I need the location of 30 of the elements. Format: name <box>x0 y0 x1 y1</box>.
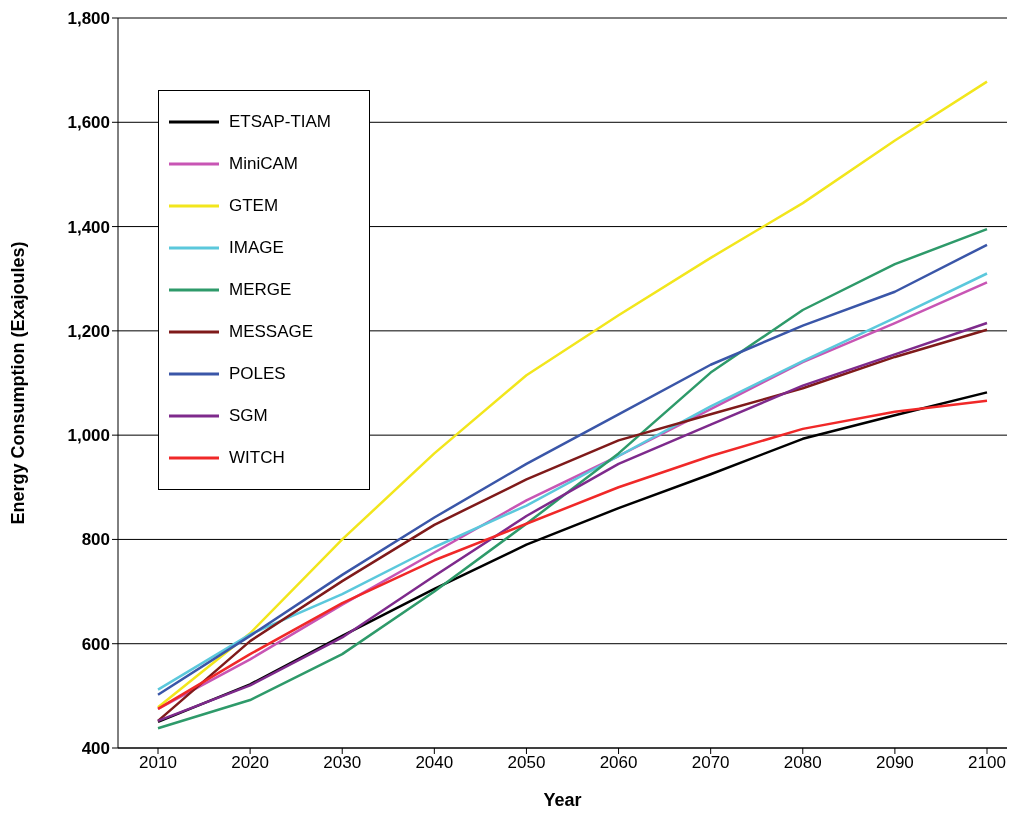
x-tick-label: 2050 <box>507 753 546 773</box>
y-tick-label: 1,400 <box>67 217 110 237</box>
legend-label: WITCH <box>229 448 285 468</box>
x-axis-title: Year <box>543 789 582 810</box>
y-tick-label: 600 <box>81 634 110 654</box>
x-tick-label: 2010 <box>139 753 177 773</box>
x-tick-label: 2080 <box>783 753 822 773</box>
legend-label: IMAGE <box>229 238 284 258</box>
x-tick-label: 2030 <box>323 753 362 773</box>
line-series <box>156 80 989 709</box>
x-tick-label: 2060 <box>599 753 638 773</box>
x-tick-label: 2090 <box>875 753 914 773</box>
y-tick-label: 1,800 <box>67 9 110 29</box>
x-tick-label: 2020 <box>231 753 270 773</box>
x-tick-label: 2040 <box>415 753 454 773</box>
y-tick-label: 400 <box>81 739 110 759</box>
x-tick-label: 2100 <box>968 753 1006 773</box>
y-tick-label: 1,600 <box>67 113 110 133</box>
y-tick-label: 1,200 <box>67 321 110 341</box>
y-tick-label: 1,000 <box>67 426 110 446</box>
legend-label: MESSAGE <box>229 322 314 342</box>
legend-label: MiniCAM <box>229 154 298 174</box>
legend-label: POLES <box>229 364 286 384</box>
x-tick-label: 2070 <box>691 753 730 773</box>
legend-label: ETSAP-TIAM <box>229 112 332 132</box>
legend-label: MERGE <box>229 280 292 300</box>
legend-label: GTEM <box>229 196 279 216</box>
y-axis-title: Energy Consumption (Exajoules) <box>8 241 29 525</box>
y-tick-label: 800 <box>81 530 110 550</box>
legend-label: SGM <box>229 406 268 426</box>
